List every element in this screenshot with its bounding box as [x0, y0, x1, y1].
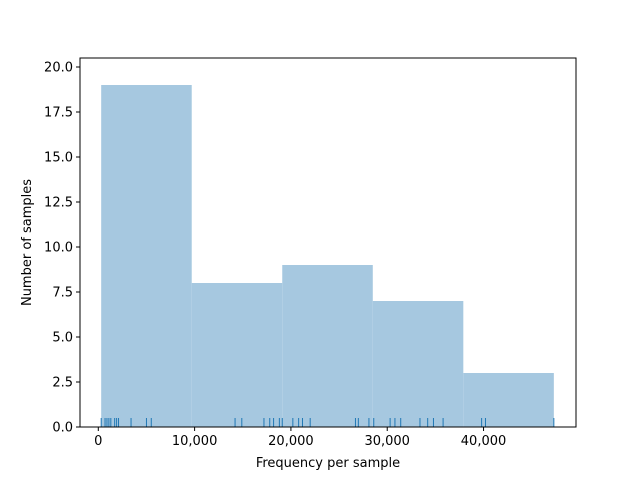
y-tick-label-8: 20.0 — [44, 61, 73, 76]
x-tick-label-4: 40,000 — [461, 434, 507, 449]
histogram-bar-4 — [372, 301, 464, 427]
y-tick-label-2: 5.0 — [52, 331, 73, 346]
y-ticks: 0.0 2.5 5.0 7.5 10.0 12.5 15.0 17.5 20.0 — [44, 61, 80, 436]
histogram-bar-2 — [191, 283, 283, 427]
histogram-bar-5 — [463, 373, 554, 427]
y-tick-label-7: 17.5 — [44, 106, 73, 121]
x-axis-label: Frequency per sample — [256, 456, 400, 471]
plot-frame — [79, 57, 577, 428]
x-tick-label-1: 10,000 — [172, 434, 218, 449]
y-tick-label-0: 0.0 — [52, 421, 73, 436]
bars-layer — [101, 85, 554, 427]
x-tick-label-2: 20,000 — [268, 434, 314, 449]
y-tick-label-4: 10.0 — [44, 241, 73, 256]
y-tick-label-3: 7.5 — [52, 286, 73, 301]
y-tick-label-6: 15.0 — [44, 151, 73, 166]
y-tick-label-1: 2.5 — [52, 376, 73, 391]
y-tick-label-5: 12.5 — [44, 196, 73, 211]
x-tick-label-3: 30,000 — [364, 434, 410, 449]
histogram-bar-3 — [282, 265, 373, 427]
rug-layer — [100, 418, 555, 427]
x-ticks: 0 10,000 20,000 30,000 40,000 — [94, 427, 506, 449]
y-axis-label: Number of samples — [20, 179, 35, 306]
x-tick-label-0: 0 — [94, 434, 102, 449]
histogram-bar-1 — [101, 85, 192, 427]
